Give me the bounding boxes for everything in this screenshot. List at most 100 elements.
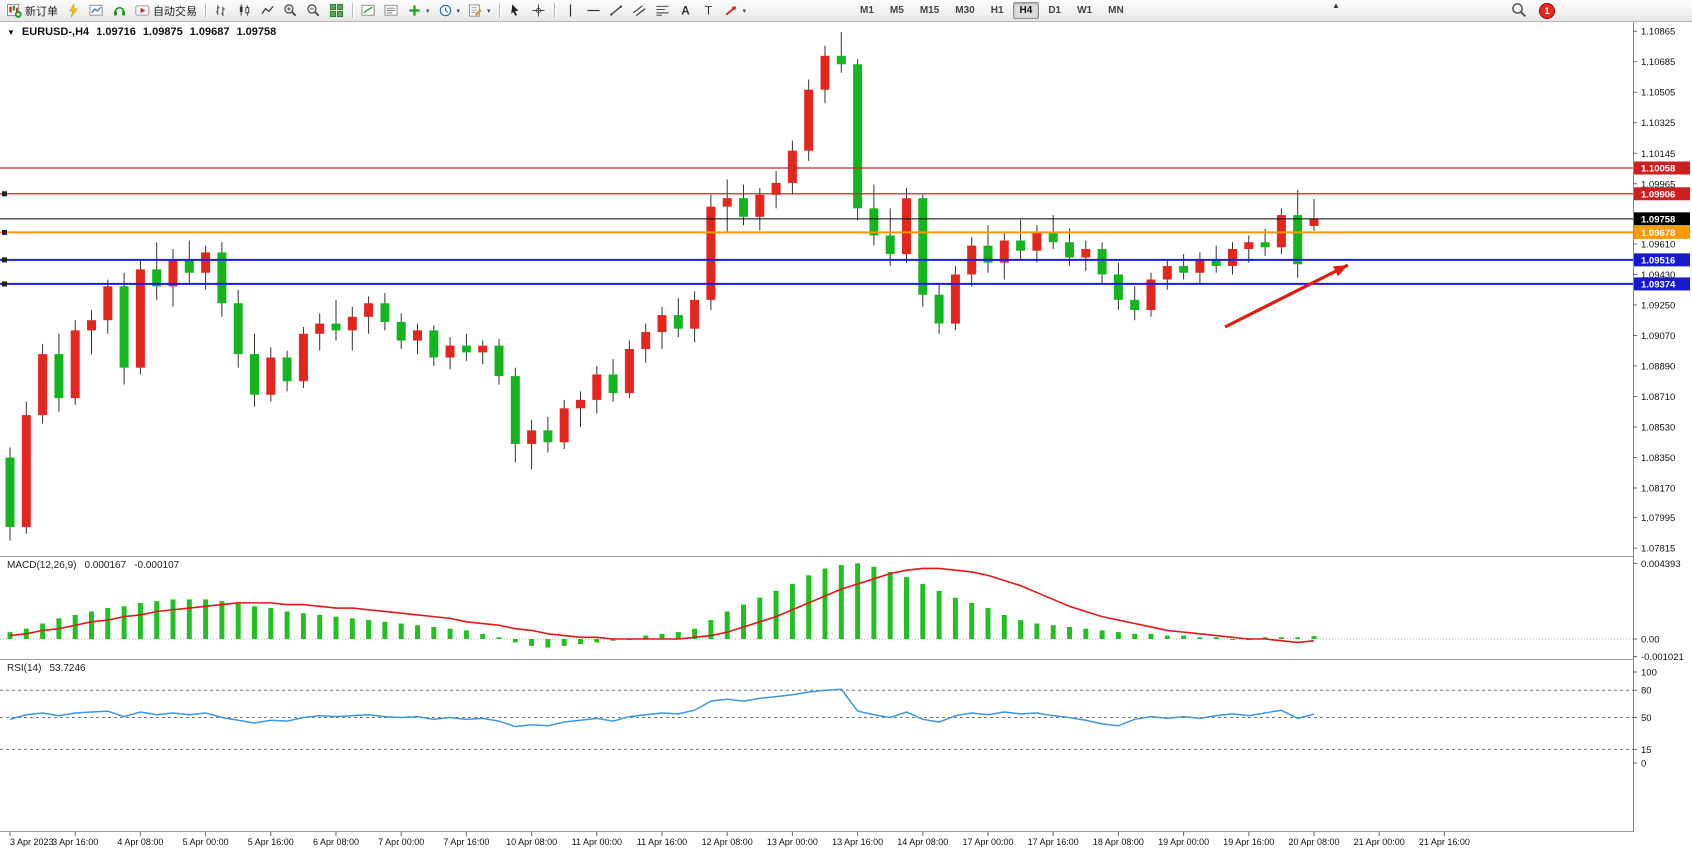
bar-chart-button[interactable] [210, 1, 233, 21]
trend-arrow[interactable] [1224, 263, 1349, 329]
crosshair-button[interactable] [527, 1, 550, 21]
timeframe-mn-button[interactable]: MN [1108, 5, 1124, 16]
candle-body [999, 240, 1009, 263]
chart-canvas[interactable]: 1.10865 1.10685 1.10505 1.10325 1.10145 1.099… [0, 20, 1692, 849]
candle-body [1276, 215, 1286, 248]
candlestick-chart-icon [239, 4, 250, 16]
candle-body [787, 150, 797, 183]
candle-body [413, 330, 422, 341]
label-tool-button[interactable]: T [697, 1, 720, 21]
candle-body [119, 286, 129, 368]
profiles-button[interactable] [85, 1, 108, 21]
candle-body [494, 345, 504, 377]
price-box-label: 1.09678 [1641, 228, 1675, 239]
new-order-button[interactable]: 新订单 [3, 1, 62, 21]
zoom-out-icon [307, 4, 320, 17]
candle-body [755, 194, 765, 217]
periods-button[interactable]: ▾ [434, 1, 465, 21]
candle-body [282, 357, 292, 382]
candle-body [1130, 299, 1140, 311]
candle-body [527, 430, 537, 444]
fibonacci-tool-button[interactable] [651, 1, 674, 21]
channel-tool-button[interactable] [628, 1, 651, 21]
horizontal-line-tool-button[interactable] [582, 1, 605, 21]
timeframe-h1-button[interactable]: H1 [990, 5, 1004, 16]
time-axis-label: 3 Apr 2023 [10, 837, 54, 847]
indicators-window-button[interactable] [357, 1, 380, 21]
price-box-label: 1.09374 [1641, 279, 1676, 290]
fibonacci-icon [655, 5, 669, 16]
timeframe-h4-button[interactable]: H4 [1012, 2, 1040, 19]
candle-body [152, 269, 162, 287]
timeframe-m15-button[interactable]: M15 [919, 5, 940, 16]
dropdown-arrow-icon: ▾ [456, 7, 461, 15]
svg-text:A: A [681, 4, 690, 17]
candle-body [1162, 265, 1172, 280]
notification-badge[interactable]: 1 [1539, 3, 1555, 19]
cursor-button[interactable] [504, 1, 527, 21]
candle-body [1260, 242, 1270, 248]
candle-body [331, 323, 341, 331]
vertical-line-tool-button[interactable] [559, 1, 582, 21]
candle-body [347, 316, 357, 331]
candlestick-chart-button[interactable] [233, 1, 256, 21]
chevron-up-icon[interactable]: ▲ [1332, 1, 1340, 10]
price-axis-label: 1.08530 [1641, 422, 1675, 433]
text-tool-icon: A [681, 4, 690, 17]
price-axis-bg[interactable] [1634, 20, 1692, 849]
candle-body [54, 354, 64, 399]
add-indicator-icon [409, 5, 420, 16]
objects-list-icon [384, 4, 398, 16]
price-axis-label: 1.10685 [1641, 57, 1675, 68]
candle-body [510, 376, 520, 444]
time-axis-label: 11 Apr 16:00 [637, 837, 687, 847]
arrow-tool-icon [725, 6, 736, 16]
timeframe-m5-button[interactable]: M5 [889, 5, 904, 16]
toolbar-separator [553, 3, 555, 18]
autotrading-button[interactable]: 自动交易 [131, 1, 201, 21]
orange-pivot-line-handle[interactable] [2, 229, 7, 235]
candle-body [364, 303, 374, 317]
time-axis-label: 14 Apr 08:00 [897, 837, 948, 847]
price-box [1634, 225, 1690, 239]
text-tool-button[interactable]: A [674, 1, 697, 21]
time-axis-label: 19 Apr 16:00 [1223, 837, 1274, 847]
candle-body [657, 315, 667, 333]
tile-windows-icon [329, 3, 344, 18]
price-axis-label: 1.10505 [1641, 88, 1675, 99]
timeframe-d1-button[interactable]: D1 [1048, 5, 1062, 16]
trendline-tool-button[interactable] [605, 1, 628, 21]
lightning-icon [69, 3, 78, 18]
objects-list-button[interactable] [380, 1, 403, 21]
toolbar-separator [352, 3, 353, 18]
candle-body [902, 198, 911, 255]
candle-body [315, 323, 325, 334]
candle-body [298, 333, 308, 382]
timeframe-m1-button[interactable]: M1 [860, 5, 874, 16]
zoom-in-button[interactable] [279, 1, 302, 21]
macd-signal-line [9, 567, 1315, 644]
price-axis-label: 1.10865 [1641, 27, 1675, 38]
candle-body [1293, 215, 1303, 265]
resistance-line-lower-handle[interactable] [2, 191, 7, 197]
time-axis-label: 3 Apr 16:00 [52, 837, 98, 847]
price-axis-label: 1.09070 [1641, 331, 1675, 342]
price-box-label: 1.09906 [1641, 189, 1675, 200]
metaeditor-button[interactable] [62, 1, 85, 21]
line-chart-button[interactable] [256, 1, 279, 21]
add-indicator-button[interactable]: ▾ [403, 1, 434, 21]
zoom-out-button[interactable] [302, 1, 325, 21]
dropdown-arrow-icon: ▾ [742, 7, 747, 15]
market-watch-button[interactable] [108, 1, 131, 21]
timeframe-m30-button[interactable]: M30 [955, 5, 975, 16]
blue-support-line-upper-handle[interactable] [2, 257, 7, 263]
search-button[interactable] [1511, 2, 1527, 23]
timeframe-w1-button[interactable]: W1 [1077, 5, 1093, 16]
price-box [1634, 253, 1690, 267]
arrows-tool-button[interactable]: ▾ [720, 1, 751, 21]
blue-support-line-lower-handle[interactable] [2, 281, 7, 287]
candle-body [429, 330, 439, 358]
templates-button[interactable]: ▾ [464, 1, 495, 21]
tile-windows-button[interactable] [325, 1, 348, 21]
